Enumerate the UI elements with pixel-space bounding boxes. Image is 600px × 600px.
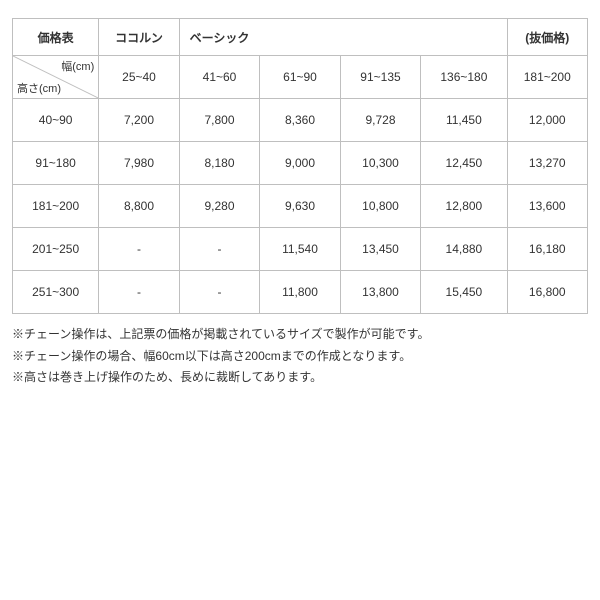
- cell: 13,600: [507, 185, 588, 228]
- cell: 13,450: [340, 228, 421, 271]
- cell: 13,800: [340, 271, 421, 314]
- header-suffix: (抜価格): [507, 19, 588, 56]
- header-blank: [260, 19, 341, 56]
- table-row: 40~90 7,200 7,800 8,360 9,728 11,450 12,…: [13, 99, 588, 142]
- row-height: 40~90: [13, 99, 99, 142]
- cell: 12,800: [421, 185, 507, 228]
- cell: 8,180: [179, 142, 260, 185]
- table-row: 251~300 - - 11,800 13,800 15,450 16,800: [13, 271, 588, 314]
- row-height: 251~300: [13, 271, 99, 314]
- diag-bottom-label: 高さ(cm): [17, 80, 61, 96]
- note-line: ※チェーン操作の場合、幅60cm以下は高さ200cmまでの作成となります。: [12, 346, 588, 368]
- cell: 16,180: [507, 228, 588, 271]
- width-col: 91~135: [340, 56, 421, 99]
- cell: 10,300: [340, 142, 421, 185]
- notes: ※チェーン操作は、上記票の価格が掲載されているサイズで製作が可能です。 ※チェー…: [12, 324, 588, 389]
- note-line: ※高さは巻き上げ操作のため、長めに裁断してあります。: [12, 367, 588, 389]
- table-row: 201~250 - - 11,540 13,450 14,880 16,180: [13, 228, 588, 271]
- cell: 11,800: [260, 271, 341, 314]
- diag-top-label: 幅(cm): [61, 58, 94, 74]
- row-height: 91~180: [13, 142, 99, 185]
- row-height: 201~250: [13, 228, 99, 271]
- cell: 12,450: [421, 142, 507, 185]
- table-row: 181~200 8,800 9,280 9,630 10,800 12,800 …: [13, 185, 588, 228]
- width-col: 41~60: [179, 56, 260, 99]
- table-row: 91~180 7,980 8,180 9,000 10,300 12,450 1…: [13, 142, 588, 185]
- cell: 7,200: [99, 99, 180, 142]
- width-col: 25~40: [99, 56, 180, 99]
- price-table: 価格表 ココルン ベーシック (抜価格) 幅(cm) 高さ(cm) 25~40 …: [12, 18, 588, 314]
- cell: -: [179, 271, 260, 314]
- width-col: 181~200: [507, 56, 588, 99]
- cell: 9,728: [340, 99, 421, 142]
- header-blank: [421, 19, 507, 56]
- width-col: 61~90: [260, 56, 341, 99]
- header-brand1: ココルン: [99, 19, 180, 56]
- note-line: ※チェーン操作は、上記票の価格が掲載されているサイズで製作が可能です。: [12, 324, 588, 346]
- cell: -: [99, 271, 180, 314]
- diag-cell: 幅(cm) 高さ(cm): [13, 56, 99, 99]
- cell: 11,540: [260, 228, 341, 271]
- cell: 16,800: [507, 271, 588, 314]
- cell: -: [179, 228, 260, 271]
- cell: 8,360: [260, 99, 341, 142]
- cell: 12,000: [507, 99, 588, 142]
- header-title: 価格表: [13, 19, 99, 56]
- cell: 7,800: [179, 99, 260, 142]
- cell: 15,450: [421, 271, 507, 314]
- width-row: 幅(cm) 高さ(cm) 25~40 41~60 61~90 91~135 13…: [13, 56, 588, 99]
- cell: 11,450: [421, 99, 507, 142]
- cell: 9,000: [260, 142, 341, 185]
- table-header-row: 価格表 ココルン ベーシック (抜価格): [13, 19, 588, 56]
- cell: 9,280: [179, 185, 260, 228]
- cell: 8,800: [99, 185, 180, 228]
- cell: 7,980: [99, 142, 180, 185]
- cell: -: [99, 228, 180, 271]
- cell: 14,880: [421, 228, 507, 271]
- cell: 13,270: [507, 142, 588, 185]
- cell: 10,800: [340, 185, 421, 228]
- row-height: 181~200: [13, 185, 99, 228]
- header-brand2: ベーシック: [179, 19, 260, 56]
- header-blank: [340, 19, 421, 56]
- width-col: 136~180: [421, 56, 507, 99]
- cell: 9,630: [260, 185, 341, 228]
